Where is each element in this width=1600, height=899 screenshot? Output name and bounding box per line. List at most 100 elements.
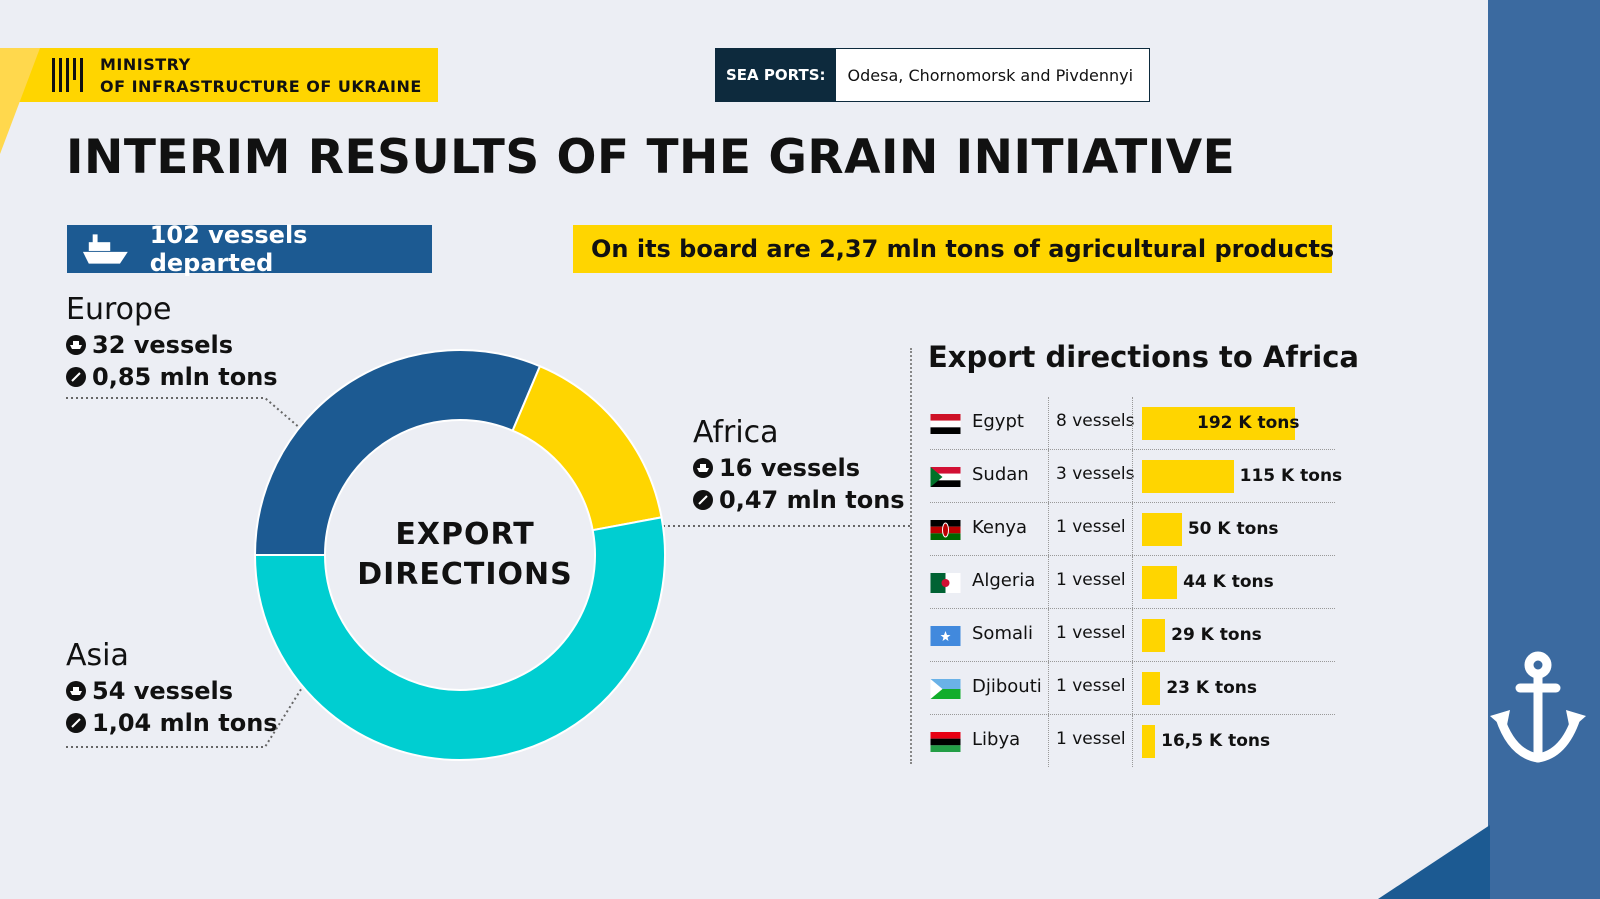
flag-djibouti-icon bbox=[930, 679, 961, 699]
ship-small-icon bbox=[66, 335, 86, 355]
column-divider bbox=[1132, 503, 1133, 555]
column-divider bbox=[1132, 556, 1133, 608]
africa-tons: 0,47 mln tons bbox=[693, 486, 905, 514]
country-name: Algeria bbox=[972, 570, 1036, 591]
bar-label: 115 K tons bbox=[1239, 466, 1343, 486]
wheat-small-icon bbox=[66, 713, 86, 733]
africa-vessels: 16 vessels bbox=[693, 454, 905, 482]
ministry-line2: OF INFRASTRUCTURE OF UKRAINE bbox=[100, 77, 422, 96]
vessel-count: 1 vessel bbox=[1056, 676, 1126, 696]
africa-row: Libya 1 vessel 16,5 K tons bbox=[930, 715, 1335, 767]
sea-ports: SEA PORTS: Odesa, Chornomorsk and Pivden… bbox=[715, 48, 1151, 102]
anchor-icon bbox=[1490, 651, 1586, 763]
column-divider bbox=[1132, 450, 1133, 502]
europe-info: Europe 32 vessels 0,85 mln tons bbox=[66, 292, 278, 391]
asia-vessels-text: 54 vessels bbox=[92, 677, 234, 705]
ministry-logo-icon bbox=[52, 58, 83, 92]
bar bbox=[1142, 672, 1161, 705]
bar bbox=[1142, 407, 1295, 440]
cargo-summary: On its board are 2,37 mln tons of agricu… bbox=[573, 225, 1335, 273]
bar bbox=[1142, 460, 1234, 493]
sea-ports-value: Odesa, Chornomorsk and Pivdennyi bbox=[835, 49, 1150, 101]
column-divider bbox=[1132, 715, 1133, 767]
flag-somali-icon bbox=[930, 626, 961, 646]
asia-tons: 1,04 mln tons bbox=[66, 709, 278, 737]
flag-algeria-icon bbox=[930, 573, 961, 593]
column-divider bbox=[1132, 609, 1133, 661]
country-name: Sudan bbox=[972, 464, 1029, 485]
europe-vessels: 32 vessels bbox=[66, 331, 278, 359]
column-divider bbox=[1132, 662, 1133, 714]
ministry-line1: MINISTRY bbox=[100, 55, 191, 74]
column-divider bbox=[1048, 556, 1049, 608]
cargo-summary-text: On its board are 2,37 mln tons of agricu… bbox=[591, 235, 1335, 263]
column-divider bbox=[1132, 397, 1133, 449]
bar bbox=[1142, 619, 1166, 652]
country-name: Djibouti bbox=[972, 676, 1042, 697]
bar-label: 16,5 K tons bbox=[1161, 731, 1271, 751]
column-divider bbox=[1048, 715, 1049, 767]
donut-slice-asia bbox=[253, 516, 666, 761]
africa-row: Kenya 1 vessel 50 K tons bbox=[930, 503, 1335, 556]
column-divider bbox=[1048, 503, 1049, 555]
bar-label: 29 K tons bbox=[1171, 625, 1262, 645]
export-donut-chart bbox=[253, 349, 666, 761]
africa-bar-chart: Egypt 8 vessels 192 K tons Sudan 3 vessels 11… bbox=[930, 397, 1342, 767]
africa-row: Djibouti 1 vessel 23 K tons bbox=[930, 662, 1335, 715]
vessel-count: 1 vessel bbox=[1056, 729, 1126, 749]
country-name: Somali bbox=[972, 623, 1034, 644]
europe-vessels-text: 32 vessels bbox=[92, 331, 234, 359]
ship-small-icon bbox=[693, 458, 713, 478]
right-band bbox=[1488, 0, 1600, 899]
wheat-small-icon bbox=[66, 367, 86, 387]
donut-center-line1: EXPORT bbox=[395, 517, 535, 552]
bar bbox=[1142, 513, 1182, 546]
flag-egypt-icon bbox=[930, 414, 961, 434]
bar bbox=[1142, 725, 1156, 758]
ship-icon bbox=[82, 234, 128, 264]
bar-label: 50 K tons bbox=[1187, 519, 1279, 539]
bar-label: 192 K tons bbox=[1197, 413, 1300, 433]
africa-row: Egypt 8 vessels 192 K tons bbox=[930, 397, 1335, 450]
bar-label: 23 K tons bbox=[1166, 678, 1258, 698]
country-name: Egypt bbox=[972, 411, 1024, 432]
africa-info: Africa 16 vessels 0,47 mln tons bbox=[693, 415, 905, 514]
sea-ports-label: SEA PORTS: bbox=[716, 49, 836, 101]
donut-center-label: EXPORT DIRECTIONS bbox=[340, 515, 590, 595]
donut-slice-africa bbox=[511, 364, 663, 532]
column-divider bbox=[1048, 450, 1049, 502]
asia-name: Asia bbox=[66, 638, 129, 673]
africa-chart-title: Export directions to Africa bbox=[928, 340, 1359, 374]
donut-slice-europe bbox=[253, 349, 542, 556]
bar bbox=[1142, 566, 1178, 599]
europe-tons: 0,85 mln tons bbox=[66, 363, 278, 391]
africa-row: Somali 1 vessel 29 K tons bbox=[930, 609, 1335, 662]
ship-small-icon bbox=[66, 681, 86, 701]
wheat-small-icon bbox=[693, 490, 713, 510]
africa-tons-text: 0,47 mln tons bbox=[719, 486, 905, 514]
column-divider bbox=[1048, 609, 1049, 661]
vessel-count: 3 vessels bbox=[1056, 464, 1135, 484]
column-divider bbox=[1048, 397, 1049, 449]
europe-name: Europe bbox=[66, 292, 172, 327]
country-name: Kenya bbox=[972, 517, 1028, 538]
flag-kenya-icon bbox=[930, 520, 961, 540]
section-divider bbox=[910, 348, 912, 764]
donut-center-line2: DIRECTIONS bbox=[357, 557, 573, 592]
page-title: INTERIM RESULTS OF THE GRAIN INITIATIVE bbox=[66, 130, 1236, 185]
vessels-summary: 102 vessels departed bbox=[67, 221, 432, 277]
vessels-summary-text: 102 vessels departed bbox=[149, 221, 308, 277]
africa-vessels-text: 16 vessels bbox=[719, 454, 861, 482]
flag-sudan-icon bbox=[930, 467, 961, 487]
ministry-name: MINISTRY OF INFRASTRUCTURE OF UKRAINE bbox=[100, 54, 422, 98]
vessel-count: 1 vessel bbox=[1056, 517, 1126, 537]
europe-tons-text: 0,85 mln tons bbox=[92, 363, 278, 391]
africa-row: Sudan 3 vessels 115 K tons bbox=[930, 450, 1342, 503]
bar-label: 44 K tons bbox=[1183, 572, 1274, 592]
vessel-count: 1 vessel bbox=[1056, 623, 1126, 643]
asia-info: Asia 54 vessels 1,04 mln tons bbox=[66, 638, 278, 737]
country-name: Libya bbox=[972, 729, 1021, 750]
vessel-count: 1 vessel bbox=[1056, 570, 1126, 590]
africa-name: Africa bbox=[693, 415, 779, 450]
corner-triangle bbox=[1378, 825, 1490, 899]
